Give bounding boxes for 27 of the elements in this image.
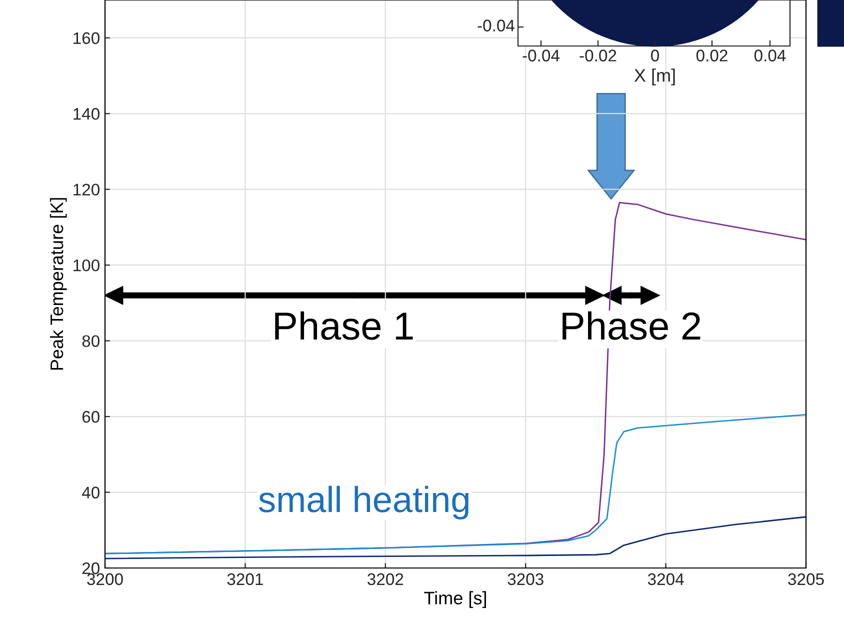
annotation: -0.02 xyxy=(580,50,616,62)
x-tick-label: 3202 xyxy=(368,573,404,586)
annotation: Phase 2 xyxy=(562,311,700,340)
annotation: X [m] xyxy=(634,68,675,86)
y-tick-label: 60 xyxy=(82,410,100,423)
annotation: 0.04 xyxy=(754,50,786,62)
annotation: 0.02 xyxy=(696,50,728,62)
y-tick-label: 140 xyxy=(74,108,100,120)
x-axis-title: Time [s] xyxy=(424,591,486,608)
x-tick-label: 3204 xyxy=(648,573,684,586)
x-tick-label: 3203 xyxy=(508,573,544,586)
annotation: 0 xyxy=(651,50,659,62)
y-axis-title: Peak Temperature [K] xyxy=(50,198,67,370)
y-tick-label: 20 xyxy=(82,562,100,574)
annotation: small heating xyxy=(258,486,468,520)
y-tick-label: 40 xyxy=(82,486,100,498)
x-tick-label: 3200 xyxy=(87,573,123,586)
annotation: Phase 1 xyxy=(275,311,413,340)
y-tick-label: 100 xyxy=(74,259,100,272)
y-tick-label: 80 xyxy=(82,335,100,348)
annotation: -0.04 xyxy=(478,20,515,32)
y-tick-label: 120 xyxy=(74,184,100,196)
x-tick-label: 3205 xyxy=(788,573,824,586)
y-tick-label: 160 xyxy=(74,32,100,44)
annotation: -0.04 xyxy=(522,50,560,62)
line-series xyxy=(105,414,806,554)
x-tick-label: 3201 xyxy=(227,573,263,586)
